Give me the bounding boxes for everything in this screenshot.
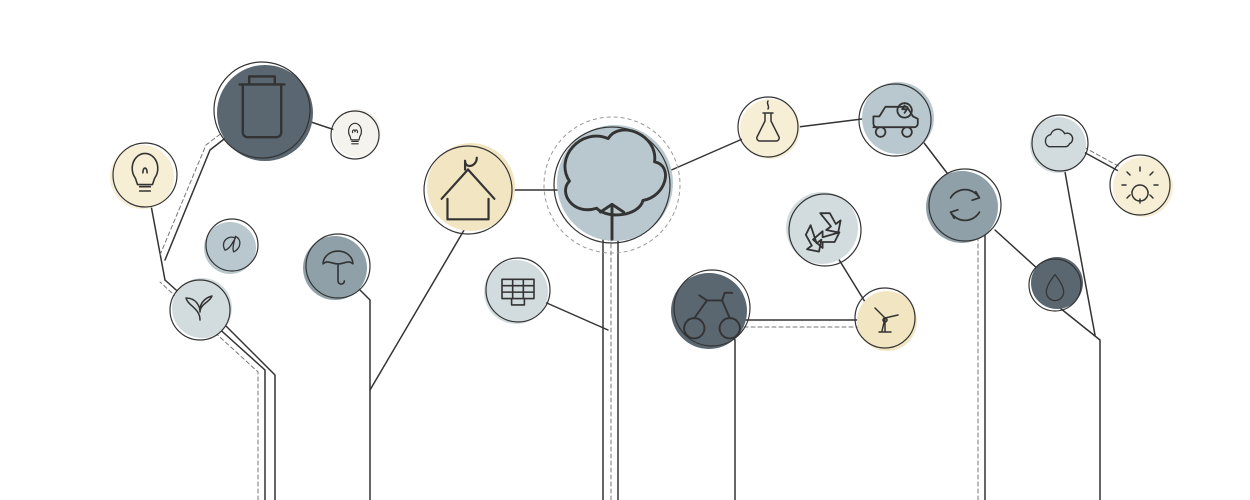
eco-circuit-diagram	[0, 0, 1250, 500]
